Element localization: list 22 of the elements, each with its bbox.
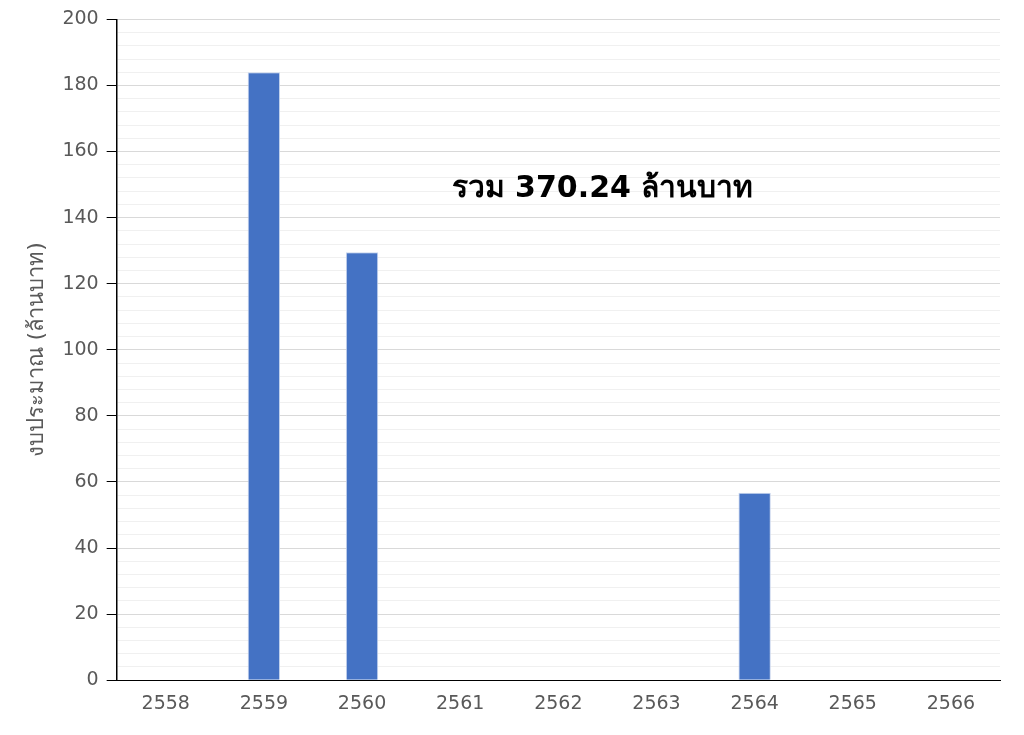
x-tick-label: 2558 xyxy=(141,690,190,713)
y-tick-label: 180 xyxy=(62,72,99,95)
y-tick-label: 140 xyxy=(62,204,99,227)
x-tick-label: 2565 xyxy=(828,690,877,713)
y-tick-label: 0 xyxy=(86,667,99,690)
y-tick-label: 200 xyxy=(62,6,99,29)
x-tick-label: 2564 xyxy=(730,690,779,713)
y-tick-label: 80 xyxy=(74,402,99,425)
x-tick-label: 2561 xyxy=(436,690,485,713)
x-tick-label: 2560 xyxy=(337,690,387,713)
x-tick-label: 2562 xyxy=(534,690,583,713)
y-tick-label: 160 xyxy=(62,138,99,161)
y-tick-label: 60 xyxy=(74,468,99,491)
y-axis-title: งบประมาณ (ล้านบาท) xyxy=(22,242,48,458)
x-tick-label: 2563 xyxy=(632,690,681,713)
y-tick-label: 100 xyxy=(62,336,99,359)
x-tick-label: 2559 xyxy=(239,690,289,713)
annotation: รวม 370.24 ล้านบาท xyxy=(451,169,754,205)
x-tick-label: 2566 xyxy=(926,690,976,713)
y-tick-label: 20 xyxy=(74,601,99,624)
y-tick-label: 40 xyxy=(74,534,99,557)
y-tick-label: 120 xyxy=(62,270,99,293)
